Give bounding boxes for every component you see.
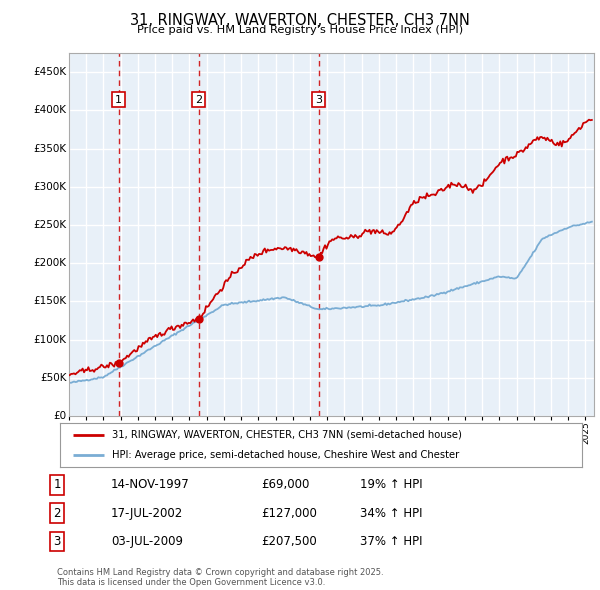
Text: 03-JUL-2009: 03-JUL-2009: [111, 535, 183, 548]
Text: £69,000: £69,000: [261, 478, 310, 491]
Text: 2: 2: [195, 95, 202, 104]
Text: £400K: £400K: [34, 106, 67, 116]
Text: 17-JUL-2002: 17-JUL-2002: [111, 507, 183, 520]
Text: £350K: £350K: [33, 143, 67, 153]
Text: £300K: £300K: [34, 182, 67, 192]
Text: 1: 1: [115, 95, 122, 104]
Text: 2: 2: [53, 507, 61, 520]
Text: 3: 3: [315, 95, 322, 104]
Text: £50K: £50K: [40, 373, 67, 383]
Text: 19% ↑ HPI: 19% ↑ HPI: [360, 478, 422, 491]
Text: HPI: Average price, semi-detached house, Cheshire West and Chester: HPI: Average price, semi-detached house,…: [112, 450, 460, 460]
Text: 37% ↑ HPI: 37% ↑ HPI: [360, 535, 422, 548]
Text: 1: 1: [53, 478, 61, 491]
Text: £100K: £100K: [34, 335, 67, 345]
Text: £150K: £150K: [33, 296, 67, 306]
Text: £207,500: £207,500: [261, 535, 317, 548]
Text: £0: £0: [53, 411, 67, 421]
Text: Price paid vs. HM Land Registry's House Price Index (HPI): Price paid vs. HM Land Registry's House …: [137, 25, 463, 35]
Text: 14-NOV-1997: 14-NOV-1997: [111, 478, 190, 491]
Text: £450K: £450K: [33, 67, 67, 77]
Text: £250K: £250K: [33, 220, 67, 230]
Text: £127,000: £127,000: [261, 507, 317, 520]
Text: 31, RINGWAY, WAVERTON, CHESTER, CH3 7NN: 31, RINGWAY, WAVERTON, CHESTER, CH3 7NN: [130, 13, 470, 28]
Text: Contains HM Land Registry data © Crown copyright and database right 2025.
This d: Contains HM Land Registry data © Crown c…: [57, 568, 383, 587]
Text: 3: 3: [53, 535, 61, 548]
Text: 31, RINGWAY, WAVERTON, CHESTER, CH3 7NN (semi-detached house): 31, RINGWAY, WAVERTON, CHESTER, CH3 7NN …: [112, 430, 462, 440]
Text: 34% ↑ HPI: 34% ↑ HPI: [360, 507, 422, 520]
Text: £200K: £200K: [34, 258, 67, 268]
